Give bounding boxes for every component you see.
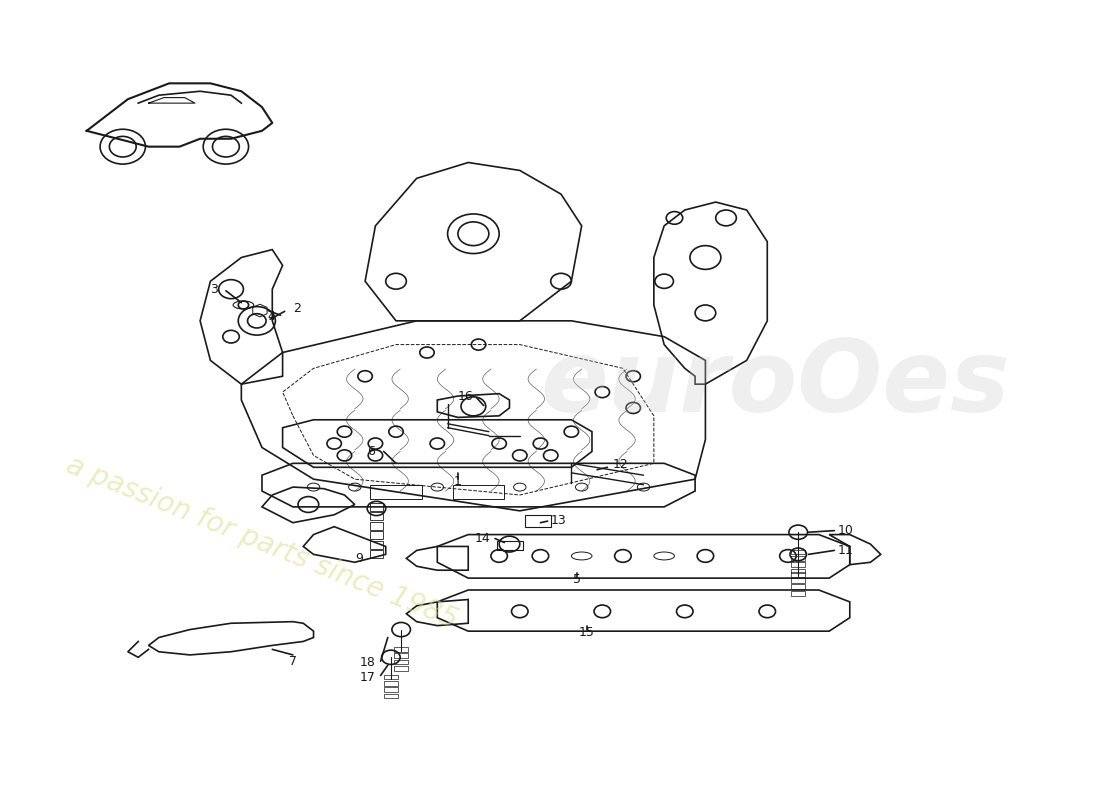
Text: euroOes: euroOes (540, 336, 1010, 433)
Text: 18: 18 (360, 656, 375, 670)
Bar (371, 541, 383, 549)
Bar (497, 541, 522, 550)
Bar (453, 485, 504, 499)
Bar (384, 694, 398, 698)
Bar (371, 531, 383, 539)
Bar (371, 550, 383, 558)
Bar (394, 666, 408, 670)
Bar (791, 590, 805, 595)
Bar (394, 654, 408, 658)
Text: 1: 1 (454, 475, 462, 488)
Text: 4: 4 (267, 310, 275, 323)
Text: 16: 16 (458, 390, 473, 402)
Bar (371, 503, 383, 511)
Bar (371, 513, 383, 520)
Text: 2: 2 (293, 302, 300, 315)
Bar (394, 647, 408, 652)
Text: 6: 6 (367, 445, 375, 458)
Text: 14: 14 (475, 532, 491, 545)
Bar (791, 578, 805, 583)
Text: 11: 11 (837, 544, 854, 557)
Text: 7: 7 (289, 655, 297, 668)
Bar (384, 681, 398, 686)
Bar (384, 687, 398, 692)
Text: a passion for parts since 1985: a passion for parts since 1985 (63, 451, 462, 634)
Bar (371, 485, 421, 499)
Bar (791, 550, 805, 554)
Text: 10: 10 (837, 524, 854, 537)
Text: 12: 12 (613, 458, 628, 471)
Bar (384, 674, 398, 679)
Bar (371, 522, 383, 530)
Bar (791, 562, 805, 567)
Text: 5: 5 (572, 573, 581, 586)
Bar (791, 569, 805, 574)
Text: 13: 13 (551, 514, 566, 527)
Text: 3: 3 (210, 282, 218, 296)
Bar (791, 572, 805, 577)
Bar (791, 585, 805, 590)
Text: 17: 17 (360, 670, 375, 683)
Text: 9: 9 (355, 552, 363, 565)
Bar (791, 556, 805, 561)
Text: 15: 15 (579, 626, 595, 638)
Bar (394, 660, 408, 665)
Bar (525, 514, 551, 526)
